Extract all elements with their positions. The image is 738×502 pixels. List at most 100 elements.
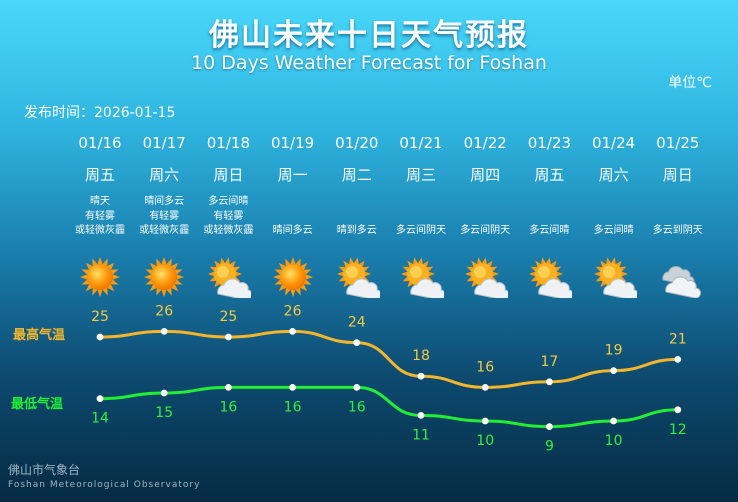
sunny-icon — [79, 256, 121, 302]
low-temp-value: 10 — [476, 433, 494, 449]
day-date: 01/16 — [78, 134, 122, 152]
low-temp-point — [353, 384, 361, 391]
day-date: 01/25 — [656, 134, 700, 152]
high-temp-value: 16 — [476, 359, 494, 375]
low-temp-label: 最低气温 — [11, 397, 64, 412]
day-description: 晴间多云有轻雾或轻微灰霾 — [131, 195, 197, 239]
low-temp-point — [417, 412, 425, 419]
low-temp-value: 10 — [605, 433, 623, 449]
high-temp-value: 21 — [669, 331, 687, 347]
unit-label: 单位℃ — [668, 75, 712, 91]
day-weekday: 周日 — [662, 166, 693, 184]
high-temp-value: 25 — [91, 309, 109, 325]
description-line: 晴天 — [90, 196, 110, 207]
low-temp-value: 15 — [155, 405, 173, 421]
low-temp-value: 16 — [348, 399, 366, 415]
low-temp-point — [96, 395, 104, 402]
partly-cloudy-icon — [528, 256, 575, 302]
description-line: 或轻微灰霾 — [203, 225, 254, 236]
day-description: 多云间阴天 — [388, 224, 454, 239]
day-date: 01/23 — [527, 134, 571, 152]
high-temp-point — [225, 333, 232, 341]
title-chinese: 佛山未来十日天气预报 — [209, 18, 529, 53]
high-temp-value: 18 — [412, 348, 430, 364]
high-temp-value: 26 — [155, 303, 173, 319]
day-description: 晴天有轻雾或轻微灰霾 — [67, 195, 133, 239]
low-temp-value: 12 — [669, 422, 687, 438]
day-description: 多云到阴天 — [645, 224, 711, 239]
low-temp-value: 14 — [91, 411, 109, 427]
day-weekday: 周日 — [213, 166, 244, 184]
sunny-icon — [272, 256, 314, 302]
high-temp-point — [289, 328, 296, 335]
high-temp-point — [353, 339, 361, 346]
high-temp-value: 25 — [219, 309, 237, 325]
title-english: 10 Days Weather Forecast for Foshan — [191, 52, 547, 74]
day-date: 01/18 — [206, 134, 250, 152]
high-temp-value: 24 — [348, 315, 366, 331]
day-description: 晴间多云 — [260, 224, 326, 239]
high-temp-value: 17 — [540, 354, 558, 370]
day-description: 多云间晴 — [516, 224, 582, 239]
high-temp-point — [546, 378, 553, 386]
day-weekday: 周三 — [405, 166, 436, 184]
description-line: 晴到多云 — [336, 225, 377, 236]
low-temp-value: 16 — [219, 399, 237, 415]
day-weekday: 周二 — [341, 166, 372, 184]
low-temp-point — [674, 406, 682, 414]
publish-time: 发布时间：2026-01-15 — [24, 105, 176, 121]
low-temp-point — [546, 423, 553, 430]
partly-cloudy-icon — [593, 256, 639, 302]
high-temp-point — [417, 372, 425, 380]
partly-cloudy-icon — [336, 256, 382, 302]
description-line: 多云间阴天 — [396, 225, 446, 236]
description-line: 晴间多云 — [144, 196, 185, 207]
high-temp-value: 26 — [284, 303, 302, 319]
description-line: 有轻雾 — [85, 210, 115, 222]
description-line: 多云间晴 — [529, 225, 570, 236]
partly-cloudy-icon — [207, 256, 254, 302]
high-temp-label: 最高气温 — [13, 328, 66, 343]
low-temp-point — [481, 417, 489, 425]
overcast-icon — [657, 256, 701, 302]
day-weekday: 周一 — [277, 166, 308, 184]
low-temp-point — [289, 384, 296, 391]
low-temp-point — [225, 384, 232, 391]
day-description: 多云间阴天 — [452, 224, 518, 239]
description-line: 多云到阴天 — [652, 225, 703, 236]
day-description: 多云间晴 — [581, 224, 647, 239]
day-date: 01/17 — [142, 134, 186, 152]
high-temp-point — [610, 367, 617, 374]
description-line: 多云间阴天 — [460, 225, 511, 236]
description-line: 有轻雾 — [149, 210, 180, 222]
low-temp-point — [610, 417, 617, 425]
high-temp-point — [160, 328, 168, 335]
day-weekday: 周五 — [84, 166, 115, 184]
description-line: 或轻微灰霾 — [139, 225, 190, 236]
description-line: 有轻雾 — [213, 210, 244, 222]
description-line: 多云间晴 — [208, 196, 249, 207]
high-temp-line — [98, 329, 680, 389]
sunny-icon — [143, 256, 185, 302]
high-temp-point — [674, 356, 682, 363]
description-line: 或轻微灰霾 — [75, 225, 125, 236]
day-date: 01/19 — [270, 134, 315, 152]
day-date: 01/24 — [591, 134, 636, 152]
day-date: 01/22 — [463, 134, 507, 152]
low-temp-line — [98, 385, 680, 429]
day-date: 01/21 — [399, 134, 443, 152]
footer-observatory-cn: 佛山市气象台 — [8, 463, 81, 477]
day-weekday: 周四 — [470, 166, 501, 184]
day-date: 01/20 — [335, 134, 379, 152]
day-description: 晴到多云 — [324, 224, 390, 239]
day-weekday: 周五 — [534, 166, 565, 184]
day-description: 多云间晴有轻雾或轻微灰霾 — [195, 195, 261, 239]
high-temp-point — [96, 333, 104, 341]
day-weekday: 周六 — [598, 166, 629, 184]
low-temp-value: 11 — [412, 427, 430, 443]
description-line: 晴间多云 — [272, 225, 313, 236]
low-temp-value: 16 — [284, 399, 302, 415]
low-temp-value: 9 — [545, 439, 554, 455]
